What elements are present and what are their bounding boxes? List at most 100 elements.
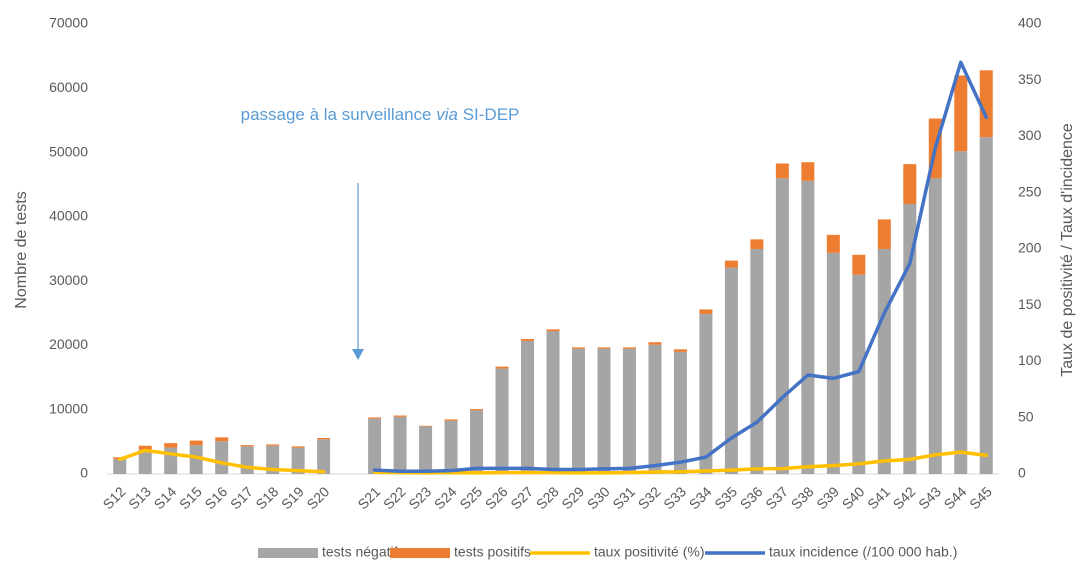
y2-tick-label: 150 <box>1018 296 1042 312</box>
bar <box>571 348 585 474</box>
bar <box>622 347 636 349</box>
bar <box>546 329 560 332</box>
line <box>117 448 989 475</box>
bar <box>215 437 229 442</box>
bar <box>521 339 535 341</box>
bar <box>393 415 407 417</box>
line <box>372 60 989 473</box>
bar <box>546 331 560 474</box>
legend-swatch <box>390 548 450 558</box>
y2-tick-label: 100 <box>1018 352 1042 368</box>
y-tick-label: 40000 <box>49 208 88 224</box>
x-tick-label: S15 <box>176 483 205 512</box>
x-tick-label: S40 <box>839 483 868 512</box>
x-tick-label: S31 <box>609 483 638 512</box>
bar <box>903 164 917 204</box>
bar <box>266 445 280 474</box>
x-tick-label: S12 <box>100 483 129 512</box>
y2-tick-label: 400 <box>1018 15 1042 31</box>
bar <box>419 426 433 474</box>
y2-tick-label: 200 <box>1018 240 1042 256</box>
bar <box>215 441 229 474</box>
x-tick-label: S32 <box>635 483 664 512</box>
bar <box>750 249 764 474</box>
bar <box>368 417 382 419</box>
bar <box>189 445 203 474</box>
x-tick-label: S30 <box>584 483 613 512</box>
bar <box>699 313 713 474</box>
x-tick-label: S35 <box>711 483 740 512</box>
y-tick-label: 30000 <box>49 272 88 288</box>
x-tick-label: S38 <box>788 483 817 512</box>
x-tick-label: S21 <box>354 483 383 512</box>
x-tick-label: S25 <box>456 483 485 512</box>
y-tick-label: 60000 <box>49 79 88 95</box>
bar <box>291 447 305 474</box>
y-tick-label: 0 <box>80 465 88 481</box>
arrow-head <box>352 349 364 360</box>
bar <box>368 418 382 474</box>
bar <box>240 446 254 474</box>
y2-axis-title: Taux de positivité / Taux d'incidence <box>1059 123 1076 377</box>
x-tick-label: S13 <box>125 483 154 512</box>
x-tick-label: S14 <box>151 483 180 512</box>
x-tick-label: S28 <box>533 483 562 512</box>
x-tick-label: S17 <box>227 483 256 512</box>
y-tick-label: 70000 <box>49 15 88 31</box>
y-axis-title: Nombre de tests <box>13 191 30 308</box>
bar <box>291 446 305 448</box>
bar <box>189 440 203 446</box>
annotation-part: passage à la surveillance <box>241 105 437 124</box>
bar <box>240 445 254 447</box>
x-tick-label: S19 <box>278 483 307 512</box>
bar <box>852 254 866 275</box>
bar <box>699 309 713 314</box>
legend-label: taux positivité (%) <box>594 544 704 560</box>
annotation-part: via <box>436 105 458 124</box>
bar <box>470 409 484 411</box>
bar <box>444 420 458 474</box>
bar <box>597 347 611 349</box>
annotation-part: SI-DEP <box>458 105 519 124</box>
x-tick-label: S39 <box>813 483 842 512</box>
bar <box>954 75 968 152</box>
x-tick-label: S36 <box>737 483 766 512</box>
bar <box>521 340 535 474</box>
bar <box>138 449 152 474</box>
bar <box>317 439 331 474</box>
bar <box>317 438 331 440</box>
bar <box>826 234 840 253</box>
bar <box>138 445 152 450</box>
x-tick-label: S37 <box>762 483 791 512</box>
legend-label: taux incidence (/100 000 hab.) <box>769 544 957 560</box>
y2-tick-label: 0 <box>1018 465 1026 481</box>
bar <box>801 180 815 474</box>
bar <box>877 249 891 474</box>
bar <box>419 425 433 427</box>
legend-swatch <box>258 548 318 558</box>
y2-tick-label: 350 <box>1018 71 1042 87</box>
bar <box>852 274 866 474</box>
y2-tick-label: 50 <box>1018 408 1034 424</box>
annotation: passage à la surveillance via SI-DEP <box>241 105 520 124</box>
bar <box>622 348 636 474</box>
bar <box>444 419 458 421</box>
x-tick-label: S43 <box>915 483 944 512</box>
bar <box>928 178 942 475</box>
bar <box>673 351 687 474</box>
bar <box>979 137 993 474</box>
x-tick-label: S41 <box>864 483 893 512</box>
x-tick-label: S23 <box>405 483 434 512</box>
x-tick-label: S29 <box>558 483 587 512</box>
bar <box>826 252 840 474</box>
bar <box>801 162 815 181</box>
legend-label: tests négatifs <box>322 544 405 560</box>
x-tick-label: S45 <box>966 483 995 512</box>
bar <box>495 366 509 369</box>
x-tick-label: S18 <box>252 483 281 512</box>
bar <box>266 444 280 446</box>
x-tick-label: S16 <box>201 483 230 512</box>
x-tick-label: S24 <box>431 483 460 512</box>
